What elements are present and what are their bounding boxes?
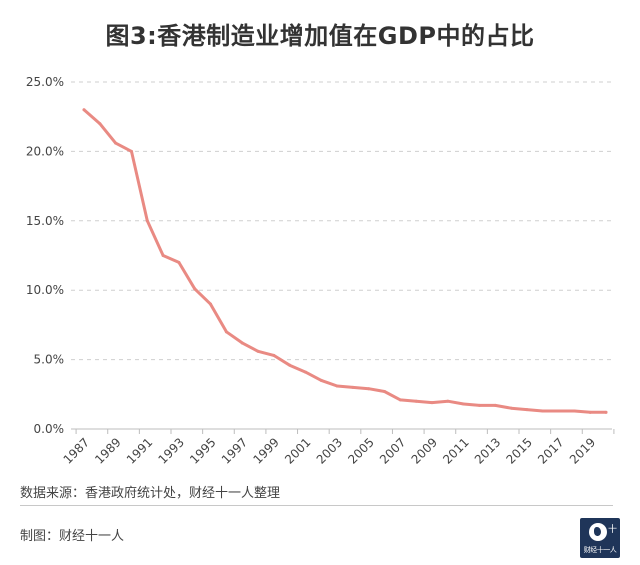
- data-point: [209, 302, 213, 306]
- data-point: [161, 254, 165, 257]
- data-point: [288, 363, 292, 367]
- data-point: [509, 406, 513, 410]
- globe-icon: [589, 523, 607, 541]
- data-point: [145, 219, 149, 223]
- y-tick-label: 25.0%: [26, 75, 64, 89]
- data-point: [477, 403, 481, 407]
- data-point: [351, 385, 355, 389]
- chart-credit: 制图：财经十一人: [20, 529, 125, 544]
- data-point: [430, 401, 434, 405]
- x-tick-label: 2011: [440, 435, 471, 466]
- data-point: [177, 260, 181, 264]
- x-axis: [71, 428, 615, 434]
- y-tick-label: 15.0%: [26, 214, 64, 228]
- data-point: [272, 353, 276, 357]
- footer-divider: [20, 505, 613, 506]
- x-tick-label: 1999: [250, 435, 281, 466]
- data-point: [525, 408, 529, 412]
- data-point: [224, 330, 228, 334]
- data-point: [256, 349, 260, 353]
- data-point: [541, 409, 545, 413]
- data-point: [604, 410, 608, 414]
- data-point: [335, 384, 339, 388]
- x-tick-label: 1997: [219, 435, 250, 466]
- logo-mark: 十: [608, 525, 618, 535]
- grid-lines: [71, 81, 612, 361]
- y-tick-label: 20.0%: [26, 144, 64, 158]
- data-point: [572, 409, 576, 413]
- x-tick-label: 2013: [472, 435, 503, 466]
- x-tick-label: 2015: [504, 435, 535, 466]
- data-point: [303, 370, 307, 374]
- data-point: [193, 287, 197, 291]
- y-tick-label: 5.0%: [34, 353, 65, 367]
- data-point: [367, 387, 371, 391]
- series-line: [82, 108, 608, 414]
- x-tick-label: 2017: [535, 435, 566, 466]
- data-point: [414, 399, 418, 403]
- data-point: [446, 399, 450, 403]
- x-tick-label: 2007: [377, 435, 408, 466]
- logo-brand-name: 财经十一人: [583, 546, 617, 554]
- x-tick-label: 2005: [345, 435, 376, 466]
- series-layer: [82, 108, 608, 414]
- y-tick-label: 10.0%: [26, 283, 64, 297]
- data-point: [82, 108, 86, 112]
- data-point: [493, 403, 497, 407]
- data-point: [98, 122, 102, 126]
- data-point: [240, 341, 244, 345]
- data-source-note: 数据来源：香港政府统计处，财经十一人整理: [20, 486, 281, 501]
- y-axis-labels: 0.0% 5.0% 10.0% 15.0% 20.0% 25.0%: [26, 75, 64, 436]
- data-point: [383, 390, 387, 394]
- x-tick-label: 2009: [409, 435, 440, 466]
- chart-title: 图3:香港制造业增加值在GDP中的占比: [105, 22, 535, 50]
- line-chart: 0.0%5.0%10.0%15.0%20.0%25.0% 1987 1989 199…: [26, 75, 615, 467]
- x-tick-label: 2003: [314, 435, 345, 466]
- data-point: [129, 149, 133, 153]
- x-tick-label: 1987: [61, 435, 92, 466]
- x-tick-label: 1991: [124, 435, 155, 466]
- data-point: [319, 378, 323, 382]
- x-axis-labels: 1987 1989 1991 1993 1995 1997 1999 2001 2003 2005…: [61, 435, 599, 466]
- data-point: [462, 402, 466, 406]
- data-point: [557, 409, 561, 413]
- x-tick-label: 1993: [156, 435, 187, 466]
- x-tick-label: 2001: [282, 435, 313, 466]
- data-point: [588, 410, 592, 414]
- data-point: [114, 141, 118, 145]
- x-tick-label: 1995: [187, 435, 218, 466]
- brand-logo: 十 财经十一人: [580, 518, 620, 558]
- y-tick-label: 0.0%: [34, 422, 65, 436]
- x-tick-label: 1989: [92, 435, 123, 466]
- data-point: [398, 398, 402, 402]
- x-tick-label: 2019: [567, 435, 598, 466]
